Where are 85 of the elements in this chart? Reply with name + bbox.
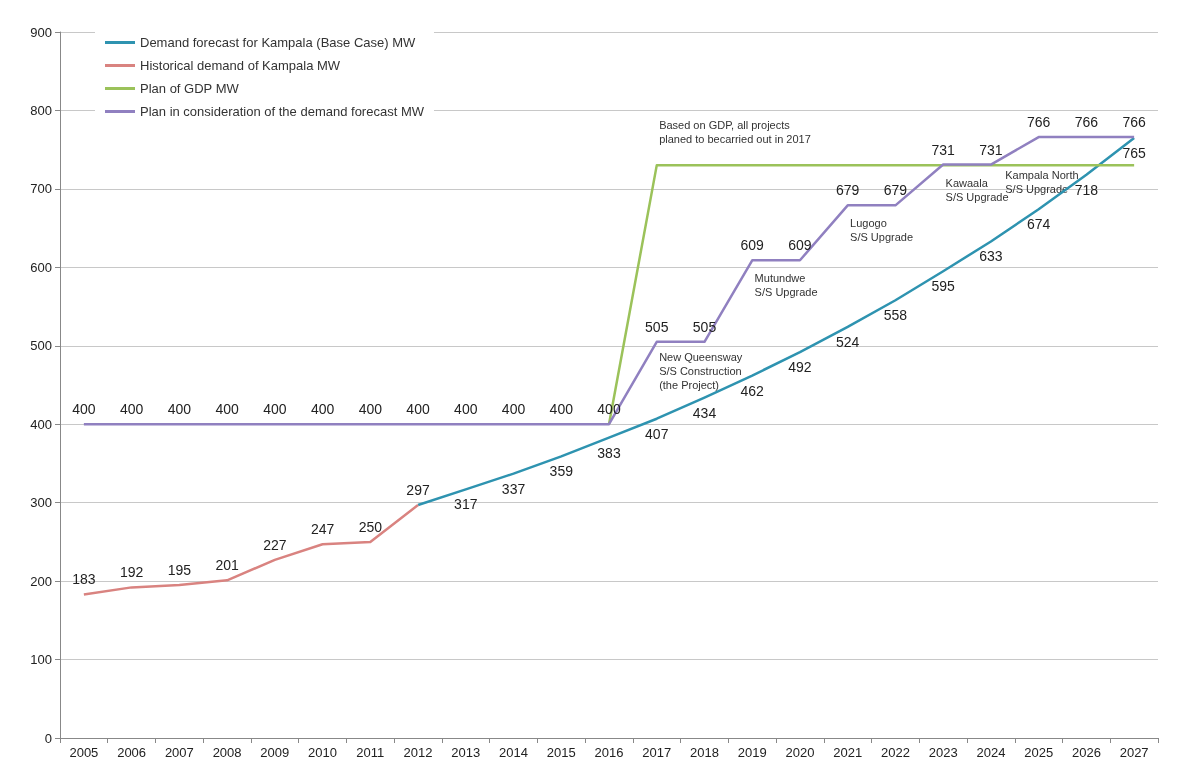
x-tick-label: 2012	[403, 745, 433, 760]
data-label: 400	[549, 401, 574, 418]
x-tick-label: 2020	[785, 745, 815, 760]
x-tick-label: 2010	[308, 745, 338, 760]
data-label: 400	[358, 401, 383, 418]
data-label: 679	[883, 182, 908, 199]
data-label: 383	[597, 444, 621, 461]
x-tick-label: 2006	[117, 745, 147, 760]
data-label: 400	[167, 401, 192, 418]
data-label: 766	[1122, 114, 1147, 131]
data-label: 766	[1026, 114, 1051, 131]
data-label: 731	[979, 141, 1003, 158]
data-label: 407	[645, 425, 669, 442]
y-tick-label: 500	[30, 338, 52, 354]
data-label: 400	[119, 401, 144, 418]
data-label: 201	[215, 557, 239, 574]
x-tick-label: 2021	[833, 745, 863, 760]
x-tick-label: 2007	[164, 745, 194, 760]
data-label: 505	[645, 318, 669, 335]
y-tick-label: 300	[30, 495, 52, 511]
y-tick-label: 200	[30, 573, 52, 589]
data-label: 766	[1074, 114, 1099, 131]
data-label: 317	[454, 496, 478, 513]
data-label: 731	[931, 141, 956, 158]
x-tick-label: 2015	[546, 745, 576, 760]
data-label: 400	[215, 401, 239, 418]
data-label: 609	[788, 237, 812, 254]
data-label: 337	[501, 480, 526, 497]
data-label: 400	[501, 401, 526, 418]
x-tick-label: 2023	[928, 745, 958, 760]
x-tick-label: 2005	[69, 745, 99, 760]
data-label: 250	[358, 518, 383, 535]
x-tick-label: 2027	[1119, 745, 1149, 760]
data-label: 247	[310, 521, 335, 538]
x-tick-label: 2025	[1024, 745, 1054, 760]
data-label: 765	[1122, 144, 1147, 161]
legend-label: Historical demand of Kampala MW	[140, 58, 341, 73]
x-tick-label: 2008	[212, 745, 242, 760]
x-tick-label: 2026	[1071, 745, 1101, 760]
legend-label: Demand forecast for Kampala (Base Case) MW	[140, 35, 416, 50]
y-tick-label: 400	[30, 416, 52, 432]
data-label: 524	[836, 333, 860, 350]
data-label: 183	[72, 571, 96, 588]
data-label: 400	[406, 401, 430, 418]
x-tick-label: 2017	[642, 745, 672, 760]
x-tick-label: 2018	[690, 745, 719, 760]
y-tick-label: 600	[30, 259, 52, 275]
data-label: 227	[263, 536, 287, 553]
annotation: Mutundwe S/S Upgrade	[754, 272, 818, 299]
data-label: 434	[692, 404, 717, 421]
data-label: 400	[310, 401, 335, 418]
data-label: 718	[1074, 181, 1099, 198]
data-label: 400	[263, 401, 287, 418]
x-tick-label: 2019	[737, 745, 767, 760]
data-label: 633	[979, 248, 1003, 265]
data-label: 595	[931, 278, 956, 295]
x-tick-label: 2014	[499, 745, 528, 760]
data-label: 359	[549, 463, 574, 480]
data-label: 679	[836, 182, 860, 199]
data-label: 558	[883, 307, 908, 324]
annotation: Lugogo S/S Upgrade	[850, 217, 914, 244]
data-label: 462	[740, 382, 765, 399]
x-tick-label: 2022	[880, 745, 910, 760]
y-tick-label: 800	[30, 102, 52, 118]
legend-label: Plan of GDP MW	[140, 81, 240, 96]
annotation: Based on GDP, all projects planed to becarried out in 2017	[659, 119, 811, 146]
data-label: 609	[740, 237, 765, 254]
y-tick-label: 0	[44, 730, 52, 746]
legend-label: Plan in consideration of the demand forecast MW	[140, 104, 425, 119]
y-tick-label: 100	[30, 652, 52, 668]
data-label: 195	[167, 562, 192, 579]
data-label: 192	[119, 564, 144, 581]
annotation: New Queensway S/S Construction (the Project)	[659, 350, 743, 391]
y-tick-label: 700	[30, 181, 52, 197]
data-label: 400	[72, 401, 96, 418]
data-label: 400	[454, 401, 478, 418]
data-label: 492	[788, 359, 812, 376]
x-tick-label: 2016	[594, 745, 624, 760]
x-tick-label: 2011	[356, 745, 385, 760]
x-tick-label: 2013	[451, 745, 481, 760]
x-tick-label: 2024	[976, 745, 1006, 760]
data-label: 297	[406, 482, 430, 499]
data-label: 674	[1026, 216, 1051, 233]
x-tick-label: 2009	[260, 745, 290, 760]
y-tick-label: 900	[30, 24, 52, 40]
